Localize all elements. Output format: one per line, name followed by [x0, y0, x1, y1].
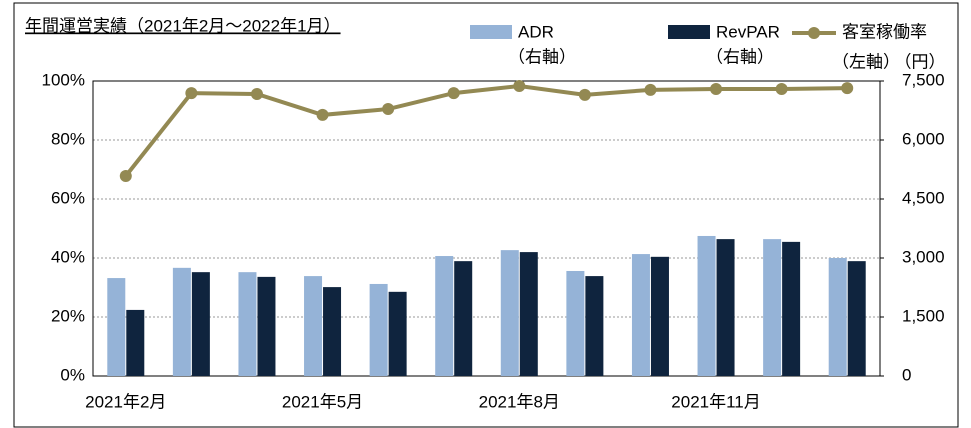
y2-tick-label: 0	[902, 365, 911, 384]
bar	[238, 272, 257, 376]
bar	[500, 250, 519, 376]
legend-swatch	[808, 27, 820, 39]
bar	[519, 252, 538, 376]
y-tick-label: 40%	[51, 247, 85, 266]
bar	[172, 267, 191, 376]
line-marker	[119, 169, 132, 182]
plot-area	[92, 80, 881, 377]
y2-tick-label: 1,500	[902, 306, 945, 325]
line-marker	[185, 87, 198, 100]
y2-tick-label: 4,500	[902, 188, 945, 207]
line-marker	[578, 88, 591, 101]
bar	[454, 261, 473, 376]
x-tick-label: 2021年8月	[479, 392, 560, 411]
bar	[763, 239, 782, 376]
bar	[257, 276, 276, 376]
line-marker	[447, 87, 460, 100]
legend-note: （右軸）	[508, 47, 576, 66]
legend-label: 客室稼働率	[842, 22, 927, 41]
bar	[369, 283, 388, 376]
bar	[631, 254, 650, 376]
legend-swatch	[668, 25, 710, 39]
legend-label: RevPAR	[716, 22, 780, 41]
legend-note: （右軸）	[706, 47, 774, 66]
y2-tick-label: 3,000	[902, 247, 945, 266]
y2-tick-label: 6,000	[902, 129, 945, 148]
bar	[782, 241, 801, 376]
bar	[566, 270, 585, 376]
x-tick-label: 2021年5月	[282, 392, 363, 411]
bar	[435, 256, 454, 376]
bar	[323, 287, 342, 376]
y-tick-label: 80%	[51, 129, 85, 148]
line-marker	[644, 83, 657, 96]
bar	[191, 272, 210, 376]
bar	[828, 258, 847, 376]
line	[124, 84, 848, 178]
bar	[585, 276, 604, 376]
y2-unit: （円）	[895, 52, 946, 71]
legend-label: ADR	[518, 22, 554, 41]
x-tick-label: 2021年11月	[671, 392, 760, 411]
legend-swatch	[470, 25, 512, 39]
line-marker	[316, 108, 329, 121]
y2-tick-label: 7,500	[902, 70, 945, 89]
line-marker	[513, 80, 526, 93]
y-tick-label: 60%	[51, 188, 85, 207]
bar	[107, 278, 126, 376]
line-marker	[841, 82, 854, 95]
bar	[388, 291, 407, 376]
frame	[13, 2, 959, 428]
y-tick-label: 20%	[51, 306, 85, 325]
legend-note: （左軸）	[832, 52, 900, 71]
y-tick-label: 0%	[60, 365, 85, 384]
bar	[847, 261, 866, 376]
line-marker	[382, 103, 395, 116]
x-tick-label: 2021年2月	[85, 392, 166, 411]
bar	[304, 276, 323, 376]
y-tick-label: 100%	[42, 70, 85, 89]
bar	[697, 235, 716, 376]
line-marker	[775, 82, 788, 95]
chart-title: 年間運営実績（2021年2月～2022年1月）	[25, 16, 341, 35]
line-marker	[250, 87, 263, 100]
bar	[716, 239, 735, 376]
bar	[650, 256, 669, 376]
bar	[126, 309, 145, 376]
line-marker	[710, 82, 723, 95]
